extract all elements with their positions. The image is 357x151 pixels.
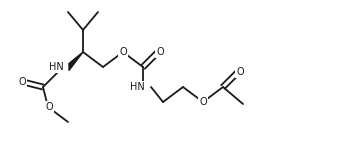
Text: O: O bbox=[199, 97, 207, 107]
Text: O: O bbox=[119, 47, 127, 57]
Text: O: O bbox=[156, 47, 164, 57]
Polygon shape bbox=[69, 52, 83, 71]
Text: O: O bbox=[45, 102, 53, 112]
Text: HN: HN bbox=[130, 82, 144, 92]
Text: O: O bbox=[236, 67, 244, 77]
Text: O: O bbox=[18, 77, 26, 87]
Text: HN: HN bbox=[49, 62, 64, 72]
